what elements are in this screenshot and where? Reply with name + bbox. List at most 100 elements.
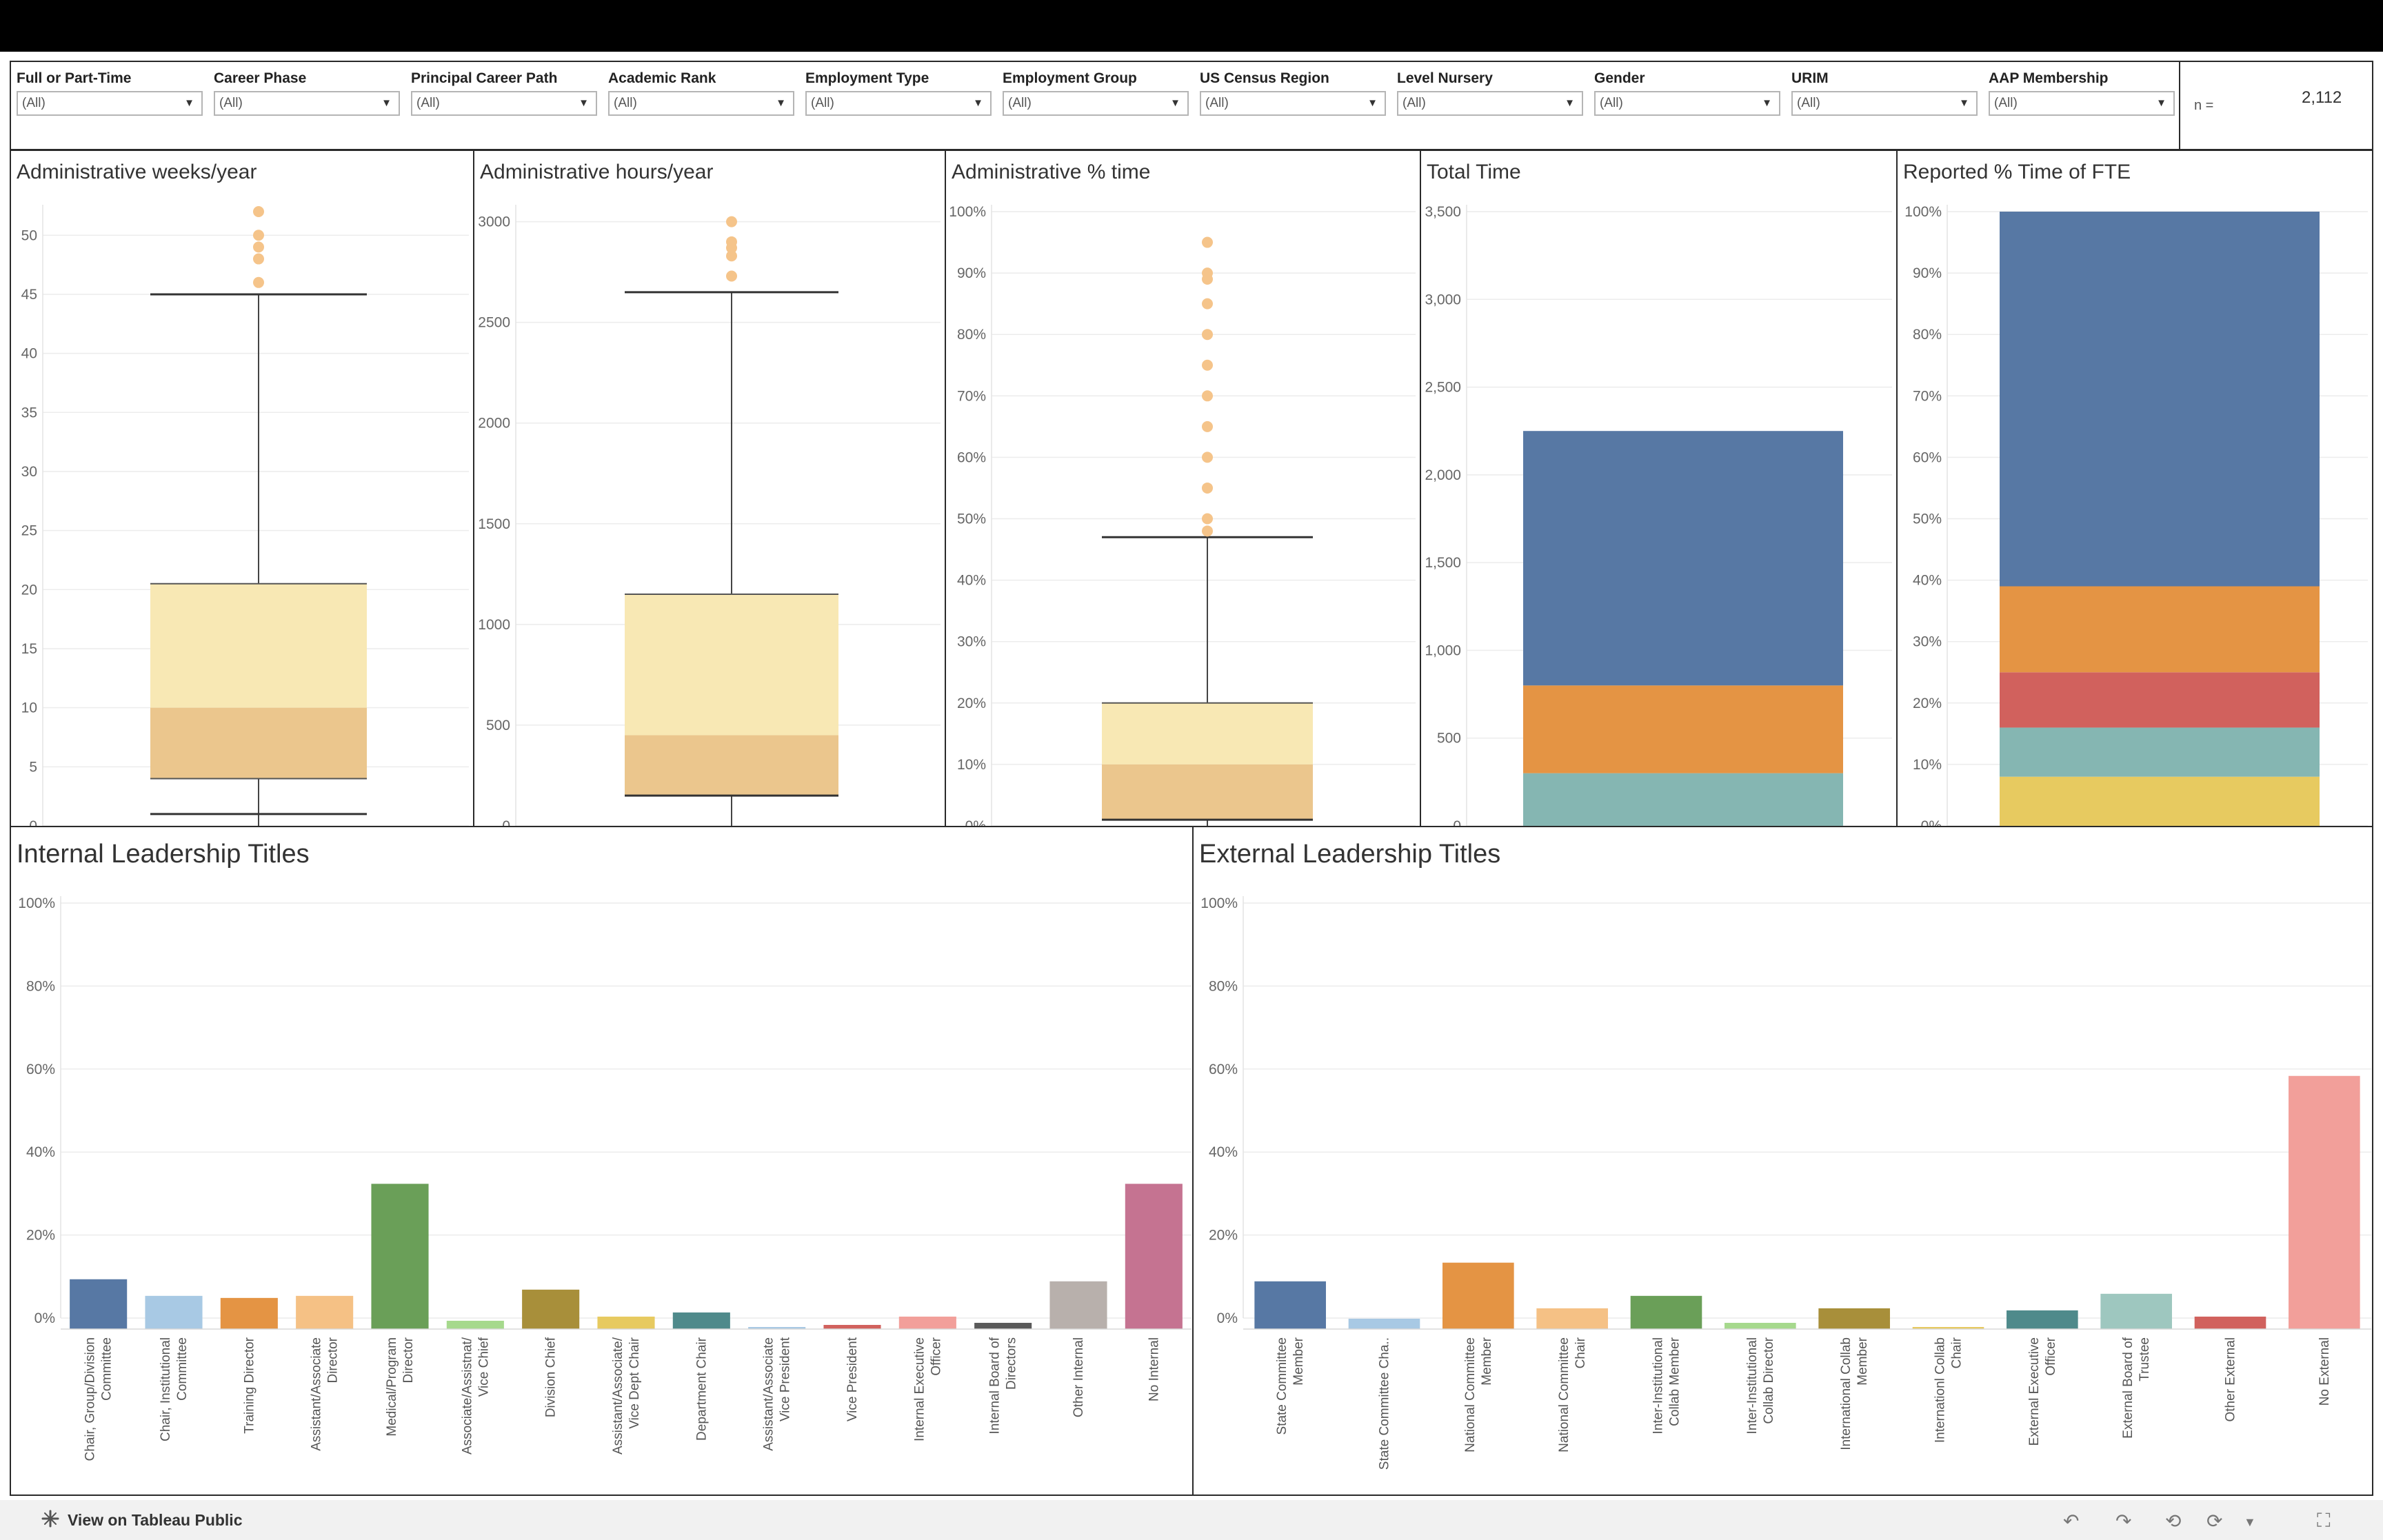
filter-dropdown[interactable]: (All) ▼ bbox=[1594, 91, 1780, 116]
filter-value: (All) bbox=[1008, 96, 1032, 110]
chevron-down-icon: ▼ bbox=[1959, 97, 1969, 109]
category-label: Vice Dept Chair bbox=[627, 1337, 642, 1428]
count-label: n = bbox=[2194, 98, 2214, 113]
stacked-segment bbox=[2000, 776, 2320, 826]
y-tick-label: 1000 bbox=[478, 617, 510, 633]
category-label: Committee bbox=[100, 1337, 114, 1401]
chart-title: Total Time bbox=[1427, 161, 1521, 183]
y-tick-label: 60% bbox=[26, 1062, 55, 1077]
stacked-segment bbox=[2000, 586, 2320, 673]
filter-dropdown[interactable]: (All) ▼ bbox=[1989, 91, 2175, 116]
undo-icon[interactable]: ↶ bbox=[2063, 1510, 2080, 1532]
y-tick-label: 80% bbox=[1209, 978, 1238, 994]
bar bbox=[823, 1324, 881, 1329]
filter-dropdown[interactable]: (All) ▼ bbox=[608, 91, 794, 116]
admin-weeks-panel: Administrative weeks/year 05101520253035… bbox=[10, 150, 474, 834]
category-label: Director bbox=[401, 1337, 416, 1383]
refresh-icon[interactable]: ⟳ bbox=[2206, 1510, 2223, 1532]
chevron-down-icon[interactable]: ▼ bbox=[2244, 1515, 2256, 1529]
filter-value: (All) bbox=[1402, 96, 1426, 110]
filter-value: (All) bbox=[1600, 96, 1623, 110]
chart-title: Internal Leadership Titles bbox=[17, 840, 310, 869]
y-tick-label: 20% bbox=[1209, 1228, 1238, 1244]
filter-dropdown[interactable]: (All) ▼ bbox=[214, 91, 400, 116]
filter-dropdown[interactable]: (All) ▼ bbox=[1791, 91, 1978, 116]
outlier-point bbox=[1202, 329, 1213, 341]
filter-dropdown[interactable]: (All) ▼ bbox=[1003, 91, 1189, 116]
bar bbox=[2289, 1075, 2360, 1329]
category-label: Officer bbox=[2044, 1337, 2058, 1375]
category-label: Inter-Institutional bbox=[1745, 1337, 1760, 1434]
category-label: Assistant/Associate bbox=[310, 1337, 324, 1451]
bar bbox=[2100, 1293, 2172, 1329]
filter-label: Academic Rank bbox=[608, 70, 716, 86]
category-label: Collab Member bbox=[1668, 1337, 1682, 1426]
filter-label: Principal Career Path bbox=[411, 70, 558, 86]
filter-dropdown[interactable]: (All) ▼ bbox=[1397, 91, 1583, 116]
box-lower bbox=[625, 735, 838, 796]
y-tick-label: 30% bbox=[1913, 634, 1942, 650]
y-tick-label: 100% bbox=[949, 204, 986, 220]
y-tick-label: 50% bbox=[957, 511, 986, 527]
filter-value: (All) bbox=[1797, 96, 1820, 110]
view-on-tableau-link[interactable]: View on Tableau Public bbox=[68, 1511, 243, 1529]
category-label: No Internal bbox=[1147, 1337, 1161, 1401]
filter-label: Employment Type bbox=[805, 70, 929, 86]
outlier-point bbox=[726, 216, 737, 227]
bar bbox=[1725, 1322, 1796, 1329]
category-label: State Committee Cha.. bbox=[1378, 1337, 1392, 1470]
outlier-point bbox=[1202, 236, 1213, 248]
outlier-point bbox=[1202, 513, 1213, 525]
y-tick-label: 10 bbox=[21, 700, 37, 716]
y-tick-label: 40% bbox=[26, 1144, 55, 1160]
outlier-point bbox=[1202, 525, 1213, 537]
y-tick-label: 20% bbox=[957, 696, 986, 711]
y-tick-label: 60% bbox=[1209, 1062, 1238, 1077]
y-tick-label: 500 bbox=[1437, 731, 1461, 747]
external-titles-panel: External Leadership Titles 0% 20% 40% 60% 80… bbox=[1192, 826, 2373, 1496]
y-tick-label: 35 bbox=[21, 405, 37, 421]
y-tick-label: 10% bbox=[1913, 757, 1942, 773]
category-label: Member bbox=[1291, 1337, 1306, 1385]
bar bbox=[446, 1320, 504, 1329]
fte-chart: 0%10%20%30%40%50%60%70%80%90%100% bbox=[1904, 204, 2368, 834]
category-label: Division Chief bbox=[544, 1337, 559, 1417]
filter-label: Full or Part-Time bbox=[17, 70, 132, 86]
outlier-point bbox=[1202, 482, 1213, 494]
chevron-down-icon: ▼ bbox=[2156, 97, 2166, 109]
category-label: No External bbox=[2317, 1337, 2332, 1406]
outlier-point bbox=[253, 241, 264, 253]
redo-icon[interactable]: ↷ bbox=[2115, 1510, 2132, 1532]
chevron-down-icon: ▼ bbox=[1367, 97, 1378, 109]
filter-label: Level Nursery bbox=[1397, 70, 1493, 86]
filter-7: Level Nursery (All) ▼ bbox=[1397, 69, 1583, 116]
filter-3: Academic Rank (All) ▼ bbox=[608, 69, 794, 116]
category-label: International Collab bbox=[1839, 1337, 1853, 1450]
filter-dropdown[interactable]: (All) ▼ bbox=[805, 91, 992, 116]
filter-9: URIM (All) ▼ bbox=[1791, 69, 1978, 116]
filter-label: US Census Region bbox=[1200, 70, 1329, 86]
bar bbox=[296, 1295, 354, 1329]
category-label: Other External bbox=[2224, 1337, 2238, 1422]
category-label: Medical/Program bbox=[385, 1337, 399, 1437]
tableau-icon bbox=[41, 1510, 59, 1528]
filter-10: AAP Membership (All) ▼ bbox=[1989, 69, 2175, 116]
filter-value: (All) bbox=[219, 96, 243, 110]
fullscreen-icon[interactable]: ⛶ bbox=[2317, 1510, 2331, 1531]
bar bbox=[1254, 1281, 1326, 1329]
filter-dropdown[interactable]: (All) ▼ bbox=[411, 91, 597, 116]
category-label: State Committee bbox=[1275, 1337, 1289, 1435]
category-label: Chair, Institutional bbox=[159, 1337, 173, 1441]
filter-dropdown[interactable]: (All) ▼ bbox=[1200, 91, 1386, 116]
y-tick-label: 30 bbox=[21, 464, 37, 480]
category-label: Vice President bbox=[778, 1337, 793, 1421]
filter-label: Employment Group bbox=[1003, 70, 1137, 86]
filter-dropdown[interactable]: (All) ▼ bbox=[17, 91, 203, 116]
bar bbox=[70, 1279, 128, 1329]
revert-icon[interactable]: ⟲ bbox=[2165, 1510, 2182, 1532]
box-upper bbox=[625, 594, 838, 736]
chevron-down-icon: ▼ bbox=[1170, 97, 1180, 109]
y-tick-label: 100% bbox=[18, 895, 55, 911]
category-label: Chair, Group/Division bbox=[83, 1337, 98, 1461]
